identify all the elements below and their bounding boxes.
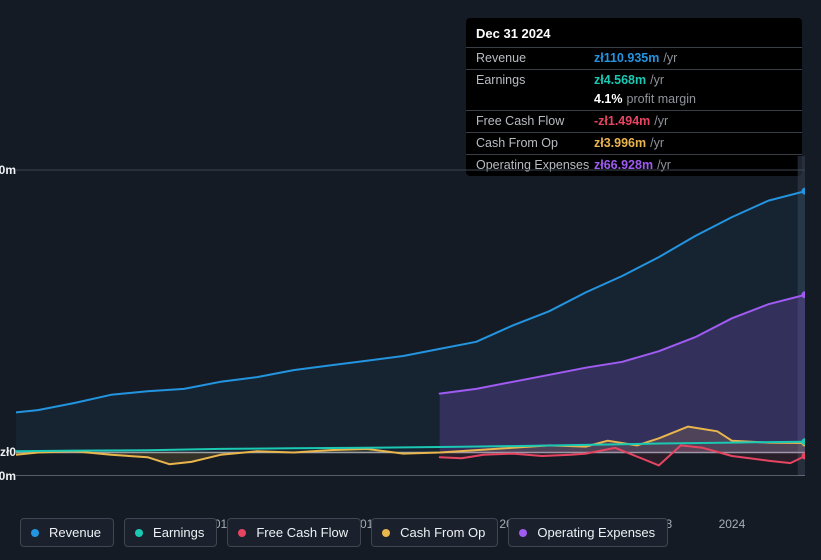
financials-chart[interactable]: zł120mzł0-zł10m2015201620172018201920202…: [16, 156, 805, 511]
legend-item[interactable]: Revenue: [20, 518, 114, 547]
tooltip-row-unit: /yr: [650, 72, 664, 89]
tooltip-row: Free Cash Flow-zł1.494m/yr: [466, 110, 802, 132]
tooltip-row-label: Free Cash Flow: [476, 113, 594, 130]
legend-label: Revenue: [49, 525, 101, 540]
legend-label: Earnings: [153, 525, 204, 540]
y-axis-label: zł120m: [0, 163, 16, 177]
legend-label: Cash From Op: [400, 525, 485, 540]
legend-swatch: [519, 529, 527, 537]
tooltip-date: Dec 31 2024: [466, 18, 802, 47]
tooltip-row-value: zł4.568m: [594, 72, 646, 89]
legend-item[interactable]: Free Cash Flow: [227, 518, 361, 547]
tooltip-row-unit: /yr: [663, 50, 677, 67]
y-axis-label: -zł10m: [0, 469, 16, 483]
tooltip-profit-margin: 4.1%profit margin: [466, 91, 802, 110]
chart-legend: Revenue Earnings Free Cash Flow Cash From O…: [20, 518, 668, 547]
chart-svg: [16, 156, 805, 476]
tooltip-row: Cash From Opzł3.996m/yr: [466, 132, 802, 154]
tooltip-row-unit: /yr: [650, 135, 664, 152]
legend-label: Operating Expenses: [537, 525, 655, 540]
legend-item[interactable]: Operating Expenses: [508, 518, 668, 547]
legend-swatch: [135, 529, 143, 537]
y-axis-label: zł0: [0, 445, 16, 459]
x-axis-label: 2024: [719, 517, 746, 531]
legend-swatch: [238, 529, 246, 537]
legend-label: Free Cash Flow: [256, 525, 348, 540]
tooltip-row-value: zł110.935m: [594, 50, 659, 67]
legend-swatch: [382, 529, 390, 537]
legend-item[interactable]: Cash From Op: [371, 518, 498, 547]
tooltip-row: Revenuezł110.935m/yr: [466, 47, 802, 69]
tooltip-row-value: -zł1.494m: [594, 113, 650, 130]
legend-item[interactable]: Earnings: [124, 518, 217, 547]
tooltip-row-label: Revenue: [476, 50, 594, 67]
legend-swatch: [31, 529, 39, 537]
tooltip-row-unit: /yr: [654, 113, 668, 130]
tooltip-box: Dec 31 2024 Revenuezł110.935m/yrEarnings…: [466, 18, 802, 176]
tooltip-row-label: Earnings: [476, 72, 594, 89]
tooltip-row-label: Cash From Op: [476, 135, 594, 152]
tooltip-row-value: zł3.996m: [594, 135, 646, 152]
tooltip-row: Earningszł4.568m/yr: [466, 69, 802, 91]
